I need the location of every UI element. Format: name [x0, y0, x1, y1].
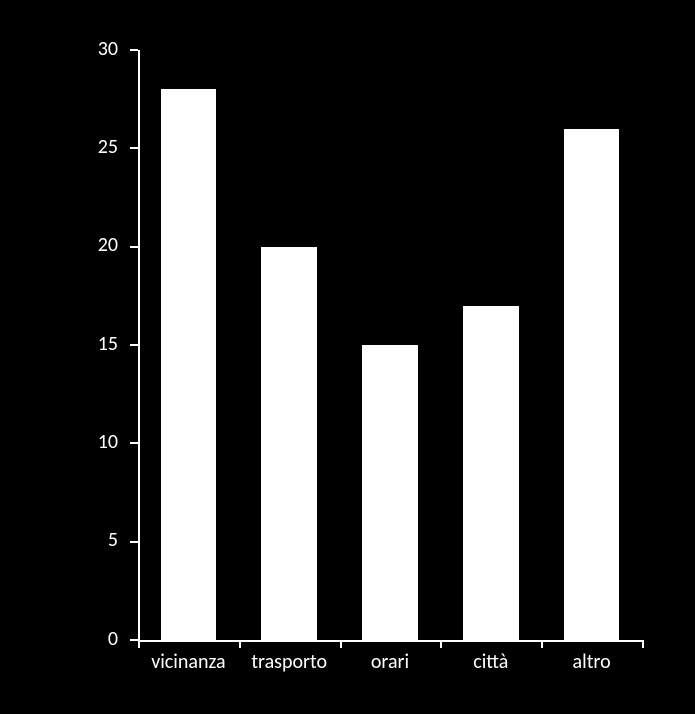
- x-tick: [239, 640, 241, 648]
- x-tick: [642, 640, 644, 648]
- x-label: altro: [541, 650, 642, 674]
- x-tick: [340, 640, 342, 648]
- x-label: orari: [340, 650, 441, 674]
- y-tick-label: 15: [98, 332, 118, 356]
- y-tick: [130, 541, 138, 543]
- y-tick-label: 10: [98, 430, 118, 454]
- x-axis: [138, 640, 642, 642]
- x-tick: [541, 640, 543, 648]
- x-label: città: [440, 650, 541, 674]
- x-label: vicinanza: [138, 650, 239, 674]
- y-tick-label: 5: [108, 528, 118, 552]
- y-tick: [130, 344, 138, 346]
- y-tick-label: 30: [98, 37, 118, 61]
- y-tick: [130, 147, 138, 149]
- y-axis: [138, 50, 140, 640]
- bar: [564, 129, 619, 640]
- bar-chart: 0 5 10 15 20 25 30 vicinanzatrasportooraricittà…: [0, 0, 695, 714]
- y-tick-label: 0: [108, 627, 118, 651]
- y-tick: [130, 49, 138, 51]
- x-tick: [440, 640, 442, 648]
- x-tick: [138, 640, 140, 648]
- y-tick: [130, 639, 138, 641]
- bar: [463, 306, 518, 640]
- x-label: trasporto: [239, 650, 340, 674]
- bar: [161, 89, 216, 640]
- bar: [261, 247, 316, 640]
- y-tick-label: 25: [98, 135, 118, 159]
- y-tick-label: 20: [98, 233, 118, 257]
- y-tick: [130, 442, 138, 444]
- bar: [362, 345, 417, 640]
- y-tick: [130, 246, 138, 248]
